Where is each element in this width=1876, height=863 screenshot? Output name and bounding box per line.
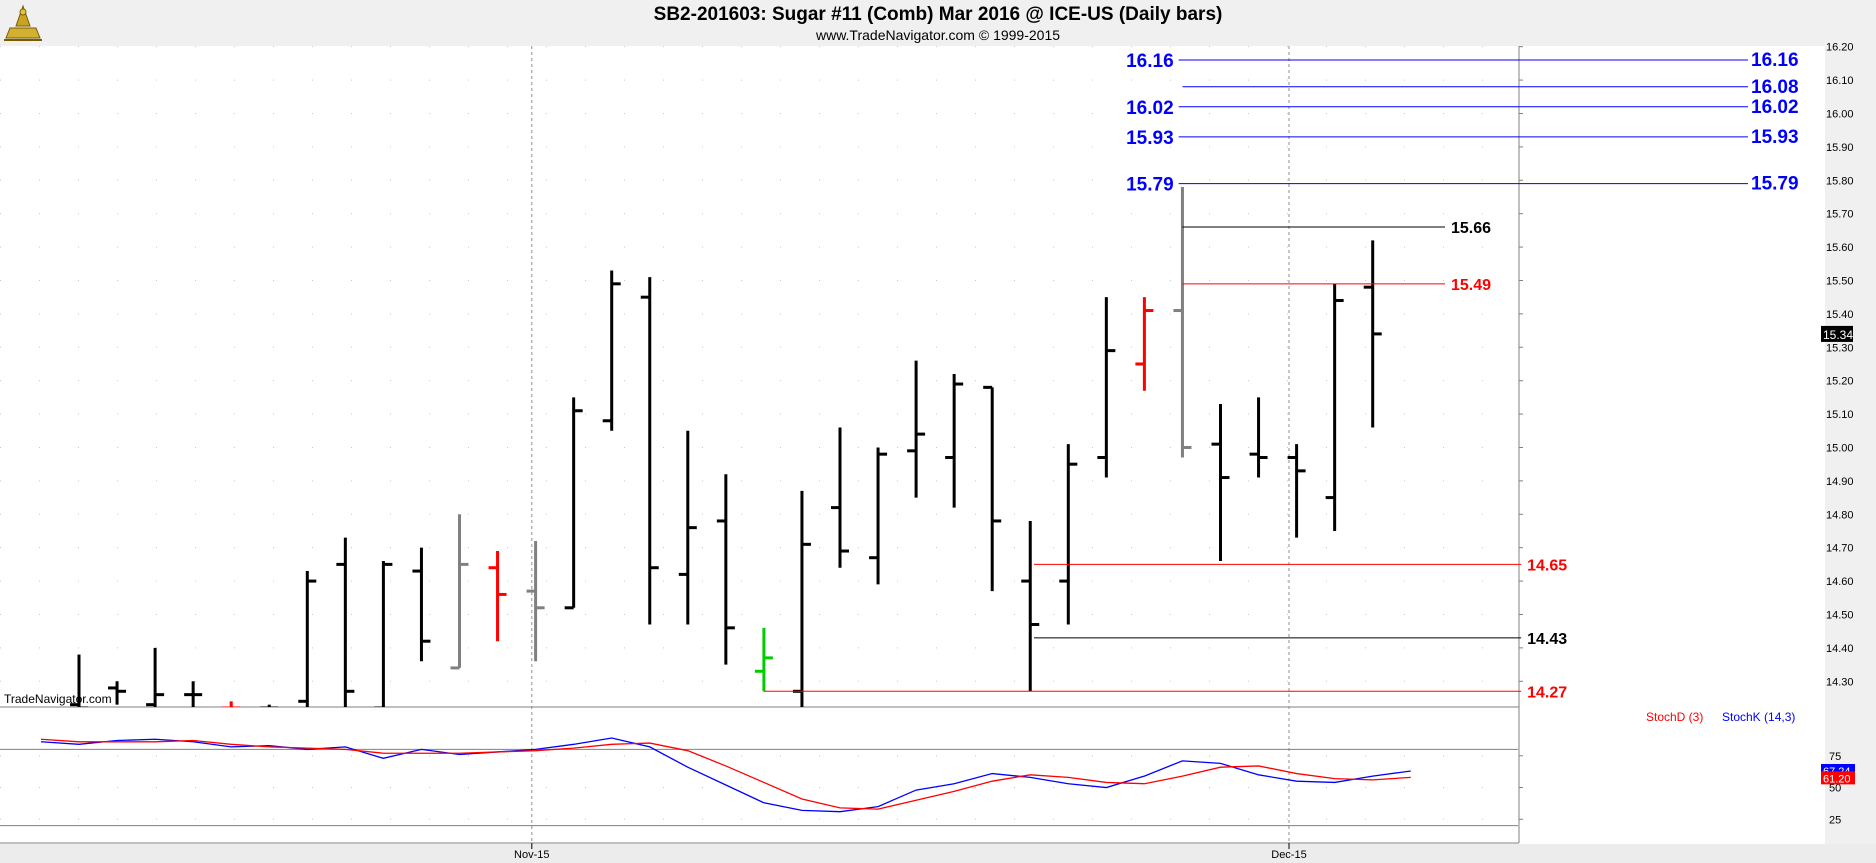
watermark: TradeNavigator.com (4, 692, 112, 706)
price-tick-label: 14.70 (1826, 543, 1854, 555)
level-label-right: 14.43 (1527, 631, 1567, 648)
level-label-right: 14.65 (1527, 557, 1567, 574)
price-bar (602, 270, 621, 431)
price-tick-label: 15.30 (1826, 342, 1854, 354)
price-bar (869, 447, 888, 585)
price-tick-label: 14.90 (1826, 476, 1854, 488)
price-bar (336, 537, 355, 707)
price-bar (374, 561, 393, 707)
price-bar (260, 704, 279, 707)
level-label-right: 14.27 (1527, 684, 1567, 701)
price-bar (564, 397, 583, 610)
chart-subtitle: www.TradeNavigator.com © 1999-2015 (815, 27, 1061, 43)
price-bars (70, 186, 1382, 707)
time-axis-label: Nov-15 (514, 849, 549, 861)
level-label-left: 16.16 (1126, 51, 1174, 72)
price-tick-label: 16.10 (1826, 75, 1854, 87)
price-bar (184, 681, 203, 707)
stoch-k-line (40, 737, 1411, 813)
price-tick-label: 14.40 (1826, 643, 1854, 655)
price-bar (488, 551, 507, 642)
price-bar (640, 277, 659, 625)
price-tick-label: 15.90 (1826, 142, 1854, 154)
price-bar (1059, 444, 1078, 625)
last-price-label: 15.34 (1823, 328, 1853, 342)
price-tick-label: 15.10 (1826, 409, 1854, 421)
legend-stochk: StochK (14,3) (1722, 710, 1795, 724)
price-tick-label: 14.50 (1826, 609, 1854, 621)
stoch-d-last-label: 61.20 (1823, 773, 1851, 785)
price-bar (716, 474, 735, 665)
price-bar (1173, 186, 1192, 458)
last-price-tag (1821, 325, 1853, 342)
price-tick-label: 15.00 (1826, 442, 1854, 454)
level-label-right: 16.02 (1751, 97, 1799, 118)
price-bar (1287, 444, 1306, 538)
time-axis-background (0, 844, 1876, 863)
price-bar (108, 681, 127, 705)
price-bar (1363, 240, 1382, 428)
level-label-right: 16.08 (1751, 77, 1799, 98)
price-tick-label: 15.50 (1826, 275, 1854, 287)
price-bar (222, 701, 241, 707)
level-label-right: 15.93 (1751, 127, 1799, 148)
price-bar (754, 627, 773, 692)
stoch-d-last-tag (1821, 771, 1855, 785)
app-logo (2, 2, 44, 44)
chart-title: SB2-201603: Sugar #11 (Comb) Mar 2016 @ … (653, 4, 1223, 25)
stoch-tick-label: 75 (1829, 751, 1841, 763)
level-label-left: 15.79 (1126, 175, 1174, 196)
price-bar (412, 547, 431, 662)
price-bar (526, 541, 545, 662)
price-bar (70, 654, 88, 707)
price-bar (146, 647, 165, 707)
price-tick-label: 15.20 (1826, 376, 1854, 388)
price-bar (298, 571, 317, 707)
indicator-panel (0, 737, 1518, 827)
stoch-tick-label: 25 (1829, 814, 1841, 826)
level-label-right: 15.79 (1751, 174, 1799, 195)
price-bar (983, 385, 1002, 592)
price-bar (907, 360, 926, 498)
price-bar (1097, 297, 1116, 478)
price-bar (1135, 297, 1154, 391)
price-bar (945, 374, 964, 508)
price-tick-label: 15.80 (1826, 175, 1854, 187)
price-tick-label: 16.00 (1826, 108, 1854, 120)
right-margin (1825, 46, 1876, 863)
level-label-right: 16.16 (1751, 50, 1799, 71)
price-bar (1249, 397, 1268, 478)
level-label-left: 16.02 (1126, 98, 1174, 119)
stoch-d-line (40, 738, 1411, 810)
price-tick-label: 15.60 (1826, 242, 1854, 254)
level-label-right: 15.66 (1451, 220, 1491, 237)
price-bar (450, 514, 469, 670)
plot-background (0, 46, 1876, 863)
price-tick-label: 16.20 (1826, 42, 1854, 54)
price-tick-label: 14.30 (1826, 676, 1854, 688)
price-bar (678, 430, 697, 625)
stoch-tick-label: 50 (1829, 783, 1841, 795)
price-tick-label: 15.40 (1826, 309, 1854, 321)
price-bar (1021, 520, 1040, 692)
price-bar (1325, 283, 1344, 531)
time-axis-label: Dec-15 (1271, 849, 1306, 861)
legend-stochd: StochD (3) (1646, 710, 1703, 724)
level-label-right: 15.49 (1451, 277, 1491, 294)
header-background (0, 0, 1876, 46)
price-bar (1211, 404, 1230, 562)
price-tick-label: 15.70 (1826, 209, 1854, 221)
price-bar (831, 427, 849, 568)
price-tick-label: 14.60 (1826, 576, 1854, 588)
level-label-left: 15.93 (1126, 128, 1174, 149)
price-tick-label: 14.80 (1826, 509, 1854, 521)
